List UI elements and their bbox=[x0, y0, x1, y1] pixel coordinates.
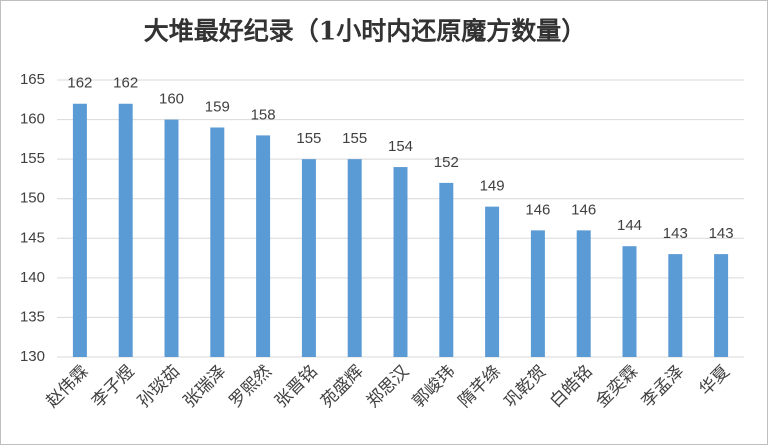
data-label: 144 bbox=[617, 217, 642, 234]
data-label: 143 bbox=[663, 225, 688, 242]
data-label: 162 bbox=[67, 75, 92, 92]
bar bbox=[576, 230, 591, 357]
data-label: 154 bbox=[388, 138, 413, 155]
data-label: 158 bbox=[251, 106, 276, 123]
data-label: 143 bbox=[709, 225, 734, 242]
bar bbox=[301, 159, 316, 357]
data-label: 146 bbox=[571, 201, 596, 218]
data-label: 155 bbox=[342, 130, 367, 147]
bar bbox=[164, 119, 179, 357]
data-label: 160 bbox=[159, 91, 184, 108]
bar bbox=[668, 254, 683, 357]
data-label: 149 bbox=[480, 178, 505, 195]
data-label: 152 bbox=[434, 154, 459, 171]
data-label: 155 bbox=[296, 130, 321, 147]
data-label: 162 bbox=[113, 75, 138, 92]
data-label: 146 bbox=[525, 201, 550, 218]
bar bbox=[485, 206, 500, 357]
y-tick-label: 135 bbox=[20, 308, 45, 325]
y-tick-label: 165 bbox=[20, 71, 45, 88]
y-tick-label: 130 bbox=[20, 348, 45, 365]
bar bbox=[118, 103, 133, 357]
bar bbox=[210, 127, 225, 357]
y-tick-label: 160 bbox=[20, 111, 45, 128]
bar bbox=[347, 159, 362, 357]
bar bbox=[622, 246, 637, 357]
chart-title: 大堆最好纪录（1小时内还原魔方数量） bbox=[144, 17, 586, 46]
bar bbox=[256, 135, 271, 357]
bar bbox=[72, 103, 87, 357]
y-tick-label: 145 bbox=[20, 229, 45, 246]
bar bbox=[530, 230, 545, 357]
bar bbox=[714, 254, 729, 357]
bar bbox=[439, 182, 454, 357]
y-tick-label: 150 bbox=[20, 190, 45, 207]
y-tick-label: 140 bbox=[20, 269, 45, 286]
data-label: 159 bbox=[205, 98, 230, 115]
bar bbox=[393, 167, 408, 357]
y-tick-label: 155 bbox=[20, 150, 45, 167]
